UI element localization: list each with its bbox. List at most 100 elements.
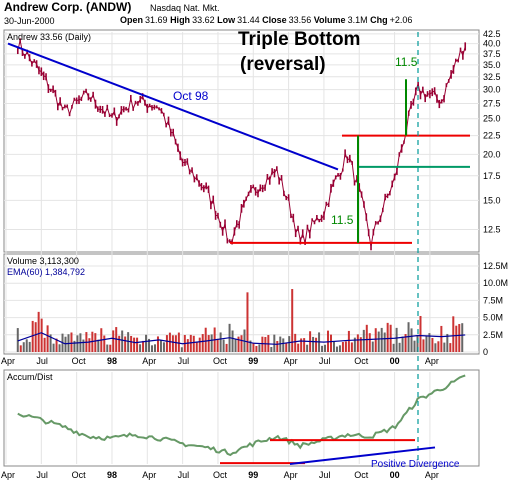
volume-bar [210, 334, 213, 352]
volume-bar [392, 343, 395, 352]
volume-bar [335, 346, 338, 352]
volume-bar [264, 336, 267, 352]
price-tick-label: 22.5 [483, 131, 501, 141]
volume-bar [139, 344, 142, 352]
volume-bar [31, 320, 34, 352]
price-tick-label: 30.0 [483, 85, 501, 95]
price-tick-label: 27.5 [483, 98, 501, 108]
x-axis-label: Jul [36, 356, 48, 366]
volume-bar [121, 330, 124, 352]
volume-bar [324, 344, 327, 352]
volume-bar [255, 345, 258, 352]
volume-bar [258, 344, 261, 352]
x-axis-label: Apr [284, 470, 298, 480]
volume-bar [291, 289, 294, 352]
volume-bar [49, 334, 52, 352]
downtrend-line [7, 42, 339, 171]
x-axis-label: Oct [213, 470, 228, 480]
volume-bar [273, 334, 276, 352]
volume-bar [398, 342, 401, 352]
volume-bar [395, 327, 398, 352]
volume-bar [347, 330, 350, 352]
volume-bar [103, 335, 106, 352]
volume-bar [374, 328, 377, 352]
volume-bar [329, 334, 332, 352]
volume-bar [422, 339, 425, 352]
volume-bar [377, 331, 380, 352]
volume-bar [52, 343, 55, 352]
price-tick-label: 40.0 [483, 39, 501, 49]
volume-bar [410, 328, 413, 352]
volume-bar [288, 336, 291, 352]
volume-bar [219, 332, 222, 352]
measure-label-upper: 11.5 [395, 55, 418, 69]
ema-legend: EMA(60) 1,384,792 [7, 267, 85, 277]
volume-bar [130, 335, 133, 352]
volume-bar [297, 343, 300, 352]
volume-bar [252, 343, 255, 352]
x-axis-label: 99 [248, 356, 258, 366]
x-axis-label: Apr [142, 470, 156, 480]
volume-bar [276, 340, 279, 352]
volume-bar [353, 337, 356, 352]
volume-bar [237, 336, 240, 352]
x-axis-label: Apr [142, 356, 156, 366]
volume-bar [428, 333, 431, 352]
volume-bar [368, 333, 371, 352]
price-legend: Andrew 33.56 (Daily) [7, 32, 91, 42]
price-tick-label: 25.0 [483, 114, 501, 124]
volume-tick-label: 10.0M [483, 278, 508, 288]
x-axis-label: Oct [72, 356, 87, 366]
volume-bar [303, 338, 306, 352]
volume-bar [88, 338, 91, 352]
x-axis-label: Apr [425, 470, 439, 480]
price-panel [3, 29, 480, 253]
volume-bar [162, 342, 165, 352]
accum-panel [3, 369, 480, 467]
volume-bar [261, 336, 264, 352]
volume-bar [37, 311, 40, 352]
divergence-label: Positive Divergence [371, 459, 460, 470]
volume-bar [94, 333, 97, 352]
volume-bar [177, 332, 180, 352]
x-axis-label: Jul [36, 470, 48, 480]
volume-bar [240, 335, 243, 352]
volume-bar [356, 334, 359, 352]
volume-bar [359, 337, 362, 352]
volume-bar [82, 339, 85, 352]
x-axis-label: Oct [213, 356, 228, 366]
ema-line [17, 332, 466, 345]
volume-bar [234, 338, 237, 352]
x-axis-label: Jul [319, 470, 331, 480]
volume-bar [386, 322, 389, 352]
volume-bar [231, 330, 234, 352]
volume-bar [159, 340, 162, 352]
x-axis-label: Apr [284, 356, 298, 366]
volume-bar [171, 335, 174, 352]
volume-bar [371, 341, 374, 352]
volume-bar [446, 333, 449, 352]
volume-bar [380, 327, 383, 352]
x-axis-label: Oct [72, 470, 87, 480]
volume-bar [58, 344, 61, 352]
volume-bar [419, 315, 422, 352]
volume-bar [315, 337, 318, 352]
volume-bar [207, 335, 210, 352]
volume-bar [186, 339, 189, 352]
volume-bar [34, 322, 37, 352]
volume-bar [440, 325, 443, 352]
volume-bar [133, 337, 136, 352]
volume-bar [153, 344, 156, 352]
x-axis-label: 99 [248, 470, 258, 480]
volume-bar [332, 341, 335, 352]
volume-bar [127, 332, 130, 352]
volume-bar [46, 325, 49, 352]
volume-bar [383, 332, 386, 352]
price-tick-label: 37.5 [483, 49, 501, 59]
volume-bar [64, 336, 67, 352]
volume-bar [437, 341, 440, 352]
positive-divergence-line [289, 446, 436, 465]
volume-bar [70, 332, 73, 352]
date-label: 30-Jun-2000 [4, 16, 55, 26]
volume-bar [97, 339, 100, 352]
